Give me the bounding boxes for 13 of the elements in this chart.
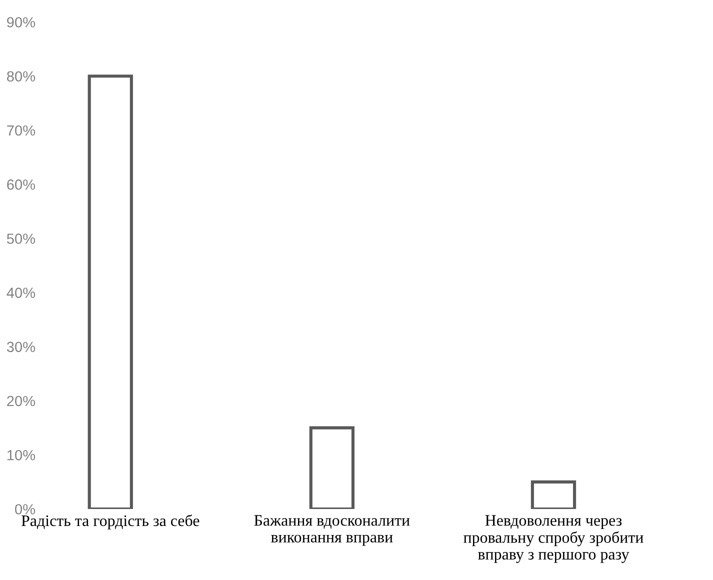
- y-tick-label: 0%: [15, 504, 36, 514]
- y-tick-label: 30%: [6, 342, 36, 352]
- y-tick-label: 10%: [7, 450, 36, 460]
- x-tick-label: Невдоволення через провальну спробу зробити вправу з першого разу: [464, 515, 644, 563]
- y-tick-label: 70%: [7, 125, 36, 136]
- y-tick-label: 40%: [6, 288, 36, 298]
- y-tick-label: 50%: [6, 234, 36, 244]
- y-tick-label: 20%: [7, 396, 36, 406]
- x-tick-label: Бажання вдосконалити виконання вправи: [254, 515, 410, 546]
- y-tick-label: 90%: [7, 17, 36, 28]
- x-tick-label: Радість та гордість за себе: [21, 514, 200, 530]
- y-tick-label: 60%: [7, 179, 36, 190]
- y-tick-label: 80%: [7, 71, 36, 82]
